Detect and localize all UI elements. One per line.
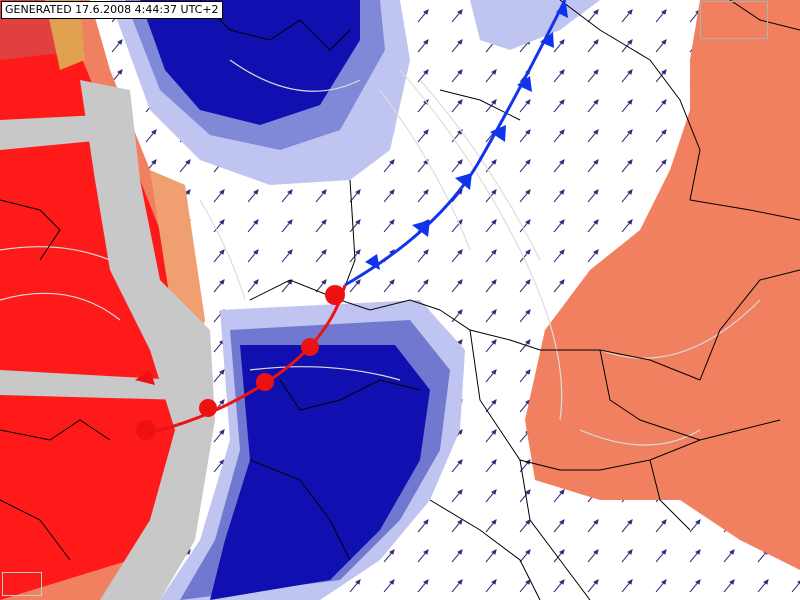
neutral-zone — [0, 80, 215, 600]
warm-front — [135, 284, 347, 440]
generated-timestamp: GENERATED 17.6.2008 4:44:37 UTC+2 — [1, 1, 223, 19]
cold-air-region-north — [110, 0, 410, 185]
cold-air-region-south — [160, 300, 465, 600]
cold-front — [344, 0, 568, 287]
legend-box — [700, 1, 768, 39]
warm-front-semicircle-icon — [136, 285, 345, 440]
scale-box — [2, 572, 42, 596]
cold-air-region-northeast — [470, 0, 600, 50]
cold-front-triangle-icon — [365, 3, 568, 270]
warm-air-region-east — [525, 0, 800, 570]
